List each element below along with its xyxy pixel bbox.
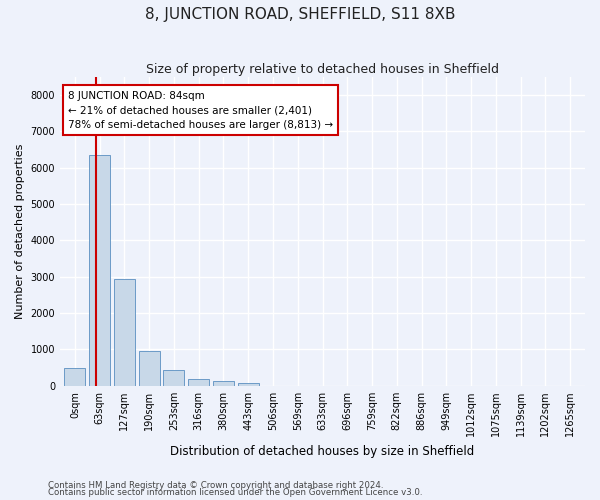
Text: 8, JUNCTION ROAD, SHEFFIELD, S11 8XB: 8, JUNCTION ROAD, SHEFFIELD, S11 8XB	[145, 8, 455, 22]
X-axis label: Distribution of detached houses by size in Sheffield: Distribution of detached houses by size …	[170, 444, 475, 458]
Bar	[114, 278, 135, 386]
Text: 8 JUNCTION ROAD: 84sqm
← 21% of detached houses are smaller (2,401)
78% of semi-: 8 JUNCTION ROAD: 84sqm ← 21% of detached…	[68, 90, 333, 130]
Bar	[64, 368, 85, 386]
Bar	[89, 155, 110, 386]
Bar	[163, 370, 184, 386]
Text: Contains HM Land Registry data © Crown copyright and database right 2024.: Contains HM Land Registry data © Crown c…	[48, 480, 383, 490]
Y-axis label: Number of detached properties: Number of detached properties	[15, 144, 25, 319]
Bar	[238, 382, 259, 386]
Text: Contains public sector information licensed under the Open Government Licence v3: Contains public sector information licen…	[48, 488, 422, 497]
Bar	[139, 352, 160, 386]
Title: Size of property relative to detached houses in Sheffield: Size of property relative to detached ho…	[146, 62, 499, 76]
Bar	[213, 381, 234, 386]
Bar	[188, 378, 209, 386]
